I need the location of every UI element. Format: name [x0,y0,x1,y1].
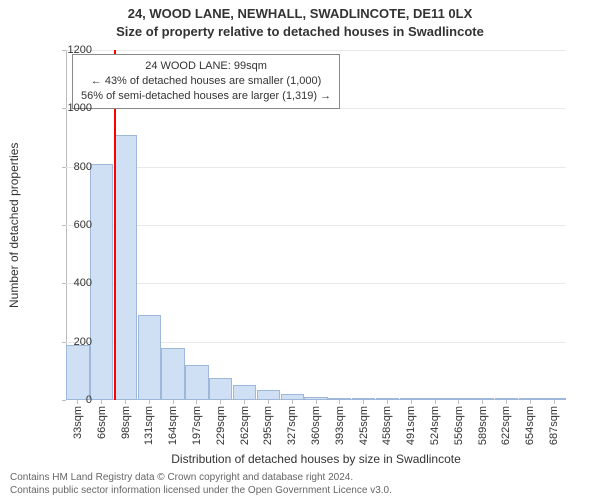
annotation-line: 24 WOOD LANE: 99sqm [81,59,331,74]
ytick-label: 200 [42,336,92,348]
annotation-box: 24 WOOD LANE: 99sqm ← 43% of detached ho… [72,54,340,109]
xtick-label: 164sqm [167,406,179,445]
xtick-label: 327sqm [286,406,298,445]
xtick-mark [125,400,126,404]
chart-title-sub: Size of property relative to detached ho… [0,24,600,39]
xtick-mark [149,400,150,404]
y-axis-label: Number of detached properties [6,50,22,400]
xtick-label: 425sqm [358,406,370,445]
ytick-label: 800 [42,161,92,173]
xtick-mark [196,400,197,404]
xtick-mark [220,400,221,404]
xtick-mark [411,400,412,404]
xtick-label: 295sqm [262,406,274,445]
histogram-bar [138,315,161,400]
gridline-h [66,50,566,51]
gridline-h [66,225,566,226]
xtick-label: 98sqm [120,406,132,439]
xtick-label: 622sqm [500,406,512,445]
xtick-mark [316,400,317,404]
annotation-line: 56% of semi-detached houses are larger (… [81,89,331,104]
histogram-bar [66,345,89,400]
xtick-label: 33sqm [72,406,84,439]
xtick-mark [435,400,436,404]
xtick-mark [554,400,555,404]
histogram-bar [257,390,280,400]
histogram-bar [90,164,113,400]
gridline-h [66,167,566,168]
xtick-mark [387,400,388,404]
xtick-mark [363,400,364,404]
x-axis-label: Distribution of detached houses by size … [66,452,566,466]
xtick-mark [458,400,459,404]
xtick-mark [482,400,483,404]
xtick-label: 589sqm [477,406,489,445]
ytick-label: 1200 [42,44,92,56]
ytick-label: 600 [42,219,92,231]
xtick-label: 393sqm [334,406,346,445]
xtick-label: 524sqm [429,406,441,445]
xtick-label: 66sqm [96,406,108,439]
xtick-mark [339,400,340,404]
figure-root: 24, WOOD LANE, NEWHALL, SWADLINCOTE, DE1… [0,0,600,500]
xtick-mark [173,400,174,404]
xtick-mark [101,400,102,404]
histogram-bar [161,348,184,401]
xtick-label: 197sqm [191,406,203,445]
xtick-mark [244,400,245,404]
chart-title-main: 24, WOOD LANE, NEWHALL, SWADLINCOTE, DE1… [0,6,600,21]
xtick-label: 131sqm [143,406,155,445]
xtick-label: 491sqm [405,406,417,445]
xtick-label: 654sqm [524,406,536,445]
footer-line: Contains public sector information licen… [10,485,392,498]
footer-attribution: Contains HM Land Registry data © Crown c… [10,472,392,497]
xtick-mark [292,400,293,404]
ytick-label: 0 [42,394,92,406]
xtick-label: 229sqm [215,406,227,445]
xtick-mark [268,400,269,404]
ytick-label: 1000 [42,102,92,114]
ytick-label: 400 [42,277,92,289]
xtick-label: 458sqm [381,406,393,445]
histogram-bar [185,365,208,400]
xtick-mark [506,400,507,404]
xtick-mark [530,400,531,404]
histogram-bar [209,378,232,400]
xtick-label: 360sqm [310,406,322,445]
annotation-line: ← 43% of detached houses are smaller (1,… [81,74,331,89]
gridline-h [66,283,566,284]
xtick-label: 262sqm [239,406,251,445]
histogram-bar [233,385,256,400]
footer-line: Contains HM Land Registry data © Crown c… [10,472,392,485]
xtick-label: 687sqm [548,406,560,445]
histogram-bar [114,135,137,400]
xtick-label: 556sqm [453,406,465,445]
